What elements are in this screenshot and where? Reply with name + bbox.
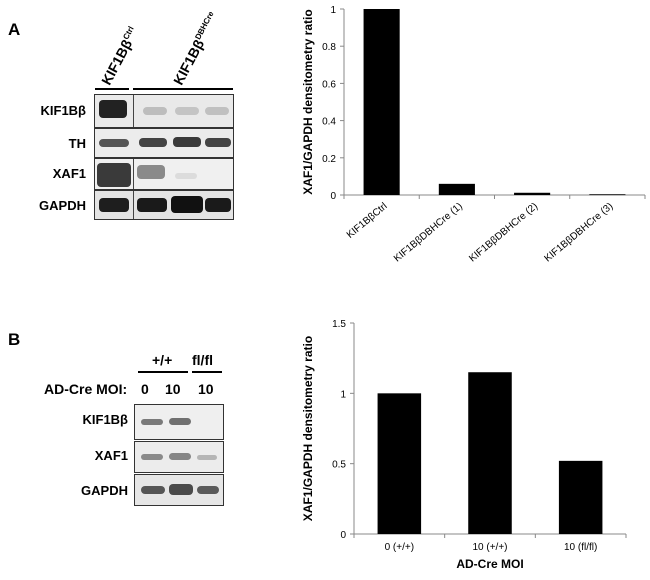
chart-a: XAF1/GAPDH densitometry ratio 0 0.2 0.4 0.6 0… xyxy=(301,5,646,265)
y-tick-label: 1.5 xyxy=(332,319,346,330)
row-label-xaf1: XAF1 xyxy=(52,166,86,181)
y-tick-label: 0 xyxy=(330,191,336,202)
x-tick-label: KIF1BβCtrl xyxy=(345,201,390,241)
blot-b-gapdh xyxy=(134,474,224,506)
group-flfl-label: fl/fl xyxy=(192,352,213,368)
y-tick-label: 0.4 xyxy=(322,117,336,128)
bar xyxy=(468,372,512,534)
group-flfl-underline xyxy=(192,371,222,373)
y-tick-label: 0.8 xyxy=(322,42,336,53)
moi-value-3: 10 xyxy=(198,381,214,397)
moi-value-2: 10 xyxy=(165,381,181,397)
y-tick-label: 0.6 xyxy=(322,79,336,90)
blot-b-kif1b xyxy=(134,404,224,440)
x-tick-label: KIF1BβDBHCre (1) xyxy=(392,201,465,265)
blot-a-kif1b xyxy=(94,94,234,128)
blot-a-th xyxy=(94,128,234,158)
header-cre: KIF1BβDBHCre xyxy=(170,9,216,88)
blot-a-gapdh xyxy=(94,190,234,220)
blot-a-xaf1 xyxy=(94,158,234,190)
chart-b: XAF1/GAPDH densitometry ratio 0 0.5 1 1.5 0 (… xyxy=(301,319,627,571)
panel-b-letter: B xyxy=(8,330,21,349)
y-tick-label: 1 xyxy=(330,5,336,16)
bar xyxy=(438,183,475,195)
bar xyxy=(363,9,400,195)
x-tick-label: 10 (fl/fl) xyxy=(564,542,597,553)
row-label-kif1b: KIF1Bβ xyxy=(40,103,87,118)
b-row-label-kif1b: KIF1Bβ xyxy=(82,412,129,427)
y-axis-label: XAF1/GAPDH densitometry ratio xyxy=(301,9,315,194)
b-row-label-xaf1: XAF1 xyxy=(94,448,128,463)
group-wt-underline xyxy=(138,371,188,373)
panel-a-letter: A xyxy=(8,20,21,39)
header-ctrl-underline xyxy=(95,88,129,90)
y-tick-label: 0.5 xyxy=(332,460,346,471)
y-tick-label: 0.2 xyxy=(322,154,336,165)
blot-b-xaf1 xyxy=(134,441,224,473)
x-tick-label: 10 (+/+) xyxy=(472,542,507,553)
header-cre-underline xyxy=(133,88,233,90)
x-tick-label: 0 (+/+) xyxy=(385,542,414,553)
bar xyxy=(514,192,551,195)
row-label-th: TH xyxy=(68,136,86,151)
x-tick-label: KIF1BβDBHCre (2) xyxy=(467,201,540,265)
moi-label: AD-Cre MOI: xyxy=(44,381,128,397)
bar xyxy=(589,194,626,196)
y-axis-label: XAF1/GAPDH densitometry ratio xyxy=(301,336,315,521)
y-tick-label: 1 xyxy=(340,389,346,400)
bar xyxy=(377,393,422,534)
moi-value-1: 0 xyxy=(141,381,149,397)
x-axis-label: AD-Cre MOI xyxy=(456,557,523,571)
header-ctrl: KIF1BβCtrl xyxy=(98,24,136,88)
y-tick-label: 0 xyxy=(340,530,346,541)
group-wt-label: +/+ xyxy=(152,352,173,368)
bar xyxy=(558,460,603,534)
row-label-gapdh: GAPDH xyxy=(39,198,86,213)
b-row-label-gapdh: GAPDH xyxy=(81,483,128,498)
x-tick-label: KIF1BβDBHCre (3) xyxy=(543,201,616,265)
